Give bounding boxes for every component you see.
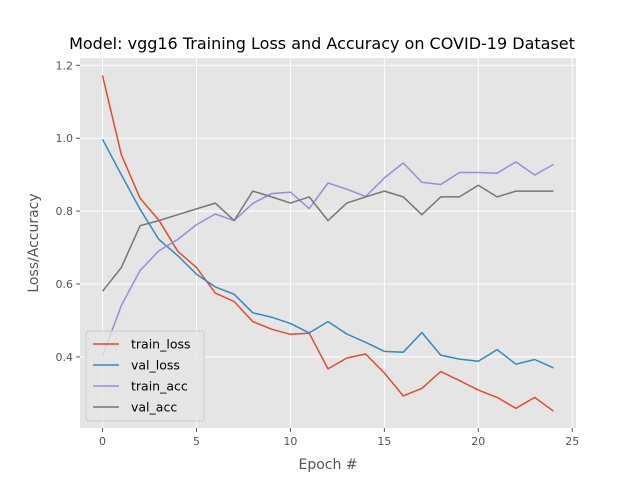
legend-label-train-acc: train_acc [131,379,188,394]
y-tick-label: 0.8 [56,205,74,218]
x-tick-label: 0 [99,435,106,448]
y-tick-label: 1.2 [56,59,74,72]
chart-title: Model: vgg16 Training Loss and Accuracy … [69,34,575,53]
x-tick-label: 5 [193,435,200,448]
y-tick-label: 0.4 [56,351,74,364]
series-line-val-loss [101,138,554,369]
x-tick-label: 20 [471,435,485,448]
legend-box [85,330,205,422]
legend-label-train-loss: train_loss [131,337,191,352]
legend-label-val-loss: val_loss [131,358,180,373]
series-lines [101,75,554,412]
series-line-val-acc [101,184,554,292]
y-axis-label: Loss/Accuracy [26,193,42,292]
y-tick-label: 0.6 [56,278,74,291]
legend-label-val-acc: val_acc [131,400,177,415]
x-axis-label: Epoch # [298,457,357,473]
x-tick-label: 15 [377,435,391,448]
y-tick-label: 1.0 [56,132,74,145]
series-line-train-acc [101,161,554,357]
series-line-train-loss [101,75,554,412]
axis-ticks: 0 5 10 15 20 25 0.4 0.6 0.8 1.0 1.2 [56,59,580,448]
x-tick-label: 10 [283,435,297,448]
legend: train_loss val_loss train_acc val_acc [85,330,205,422]
x-tick-label: 25 [565,435,579,448]
grid-lines [80,58,576,428]
